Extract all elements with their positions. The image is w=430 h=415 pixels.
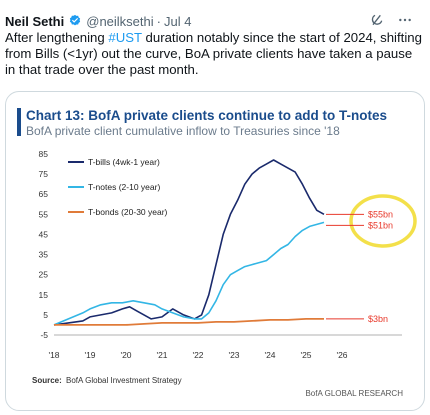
x-tick-label: '22 — [192, 350, 203, 360]
tweet-text-start: After lengthening — [5, 30, 109, 45]
x-tick-label: '20 — [120, 350, 131, 360]
chart-subtitle: BofA private client cumulative inflow to… — [26, 124, 340, 138]
y-tick-label: 85 — [39, 149, 49, 159]
verified-badge-icon — [70, 14, 81, 26]
y-tick-label: 35 — [39, 250, 49, 260]
x-tick-label: '25 — [300, 350, 311, 360]
x-tick-label: '21 — [156, 350, 167, 360]
source-text: BofA Global Investment Strategy — [66, 376, 182, 385]
series-line-3 — [54, 318, 324, 326]
y-tick-label: 55 — [39, 209, 49, 219]
tweet-text-end: duration notably since the start of 2024… — [5, 30, 422, 77]
title-accent-bar — [17, 108, 21, 136]
legend-label-2: T-notes (2-10 year) — [88, 182, 160, 192]
chart-image-card[interactable]: Chart 13: BofA private clients continue … — [5, 91, 425, 411]
more-icon[interactable] — [397, 12, 413, 28]
x-tick-label: '26 — [336, 350, 347, 360]
series-line-2 — [53, 221, 325, 326]
tweet-header: Neil Sethi @neilksethi · Jul 4 — [5, 12, 425, 30]
source-label: Source: — [32, 376, 62, 385]
grok-icon[interactable] — [369, 12, 385, 28]
y-tick-label: 45 — [39, 229, 49, 239]
hashtag-link[interactable]: #UST — [108, 30, 142, 45]
x-tick-label: '23 — [228, 350, 239, 360]
header-actions — [369, 12, 413, 28]
y-tick-label: -5 — [40, 330, 48, 340]
separator-dot: · — [156, 13, 161, 29]
y-tick-label: 75 — [39, 169, 49, 179]
y-tick-label: 5 — [43, 310, 48, 320]
chart: Chart 13: BofA private clients continue … — [17, 108, 417, 398]
callout-label-2: $51bn — [368, 220, 393, 230]
chart-title: Chart 13: BofA private clients continue … — [26, 108, 387, 123]
callout-label-1: $55bn — [368, 209, 393, 219]
highlight-circle — [349, 194, 417, 248]
legend-label-1: T-bills (4wk-1 year) — [88, 157, 160, 167]
author-name[interactable]: Neil Sethi — [5, 13, 65, 29]
callout-label-3: $3bn — [368, 314, 388, 324]
x-tick-label: '24 — [264, 350, 275, 360]
x-tick-label: '19 — [84, 350, 95, 360]
y-tick-label: 25 — [39, 270, 49, 280]
tweet-date[interactable]: Jul 4 — [164, 13, 192, 29]
y-tick-label: 65 — [39, 189, 49, 199]
legend-label-3: T-bonds (20-30 year) — [88, 207, 168, 217]
author-handle[interactable]: @neilksethi — [86, 13, 154, 29]
x-tick-label: '18 — [48, 350, 59, 360]
y-tick-label: 15 — [39, 290, 49, 300]
series-line-1 — [53, 159, 325, 326]
tweet-text: After lengthening #UST duration notably … — [5, 30, 423, 78]
chart-footer: BofA GLOBAL RESEARCH — [305, 389, 403, 398]
